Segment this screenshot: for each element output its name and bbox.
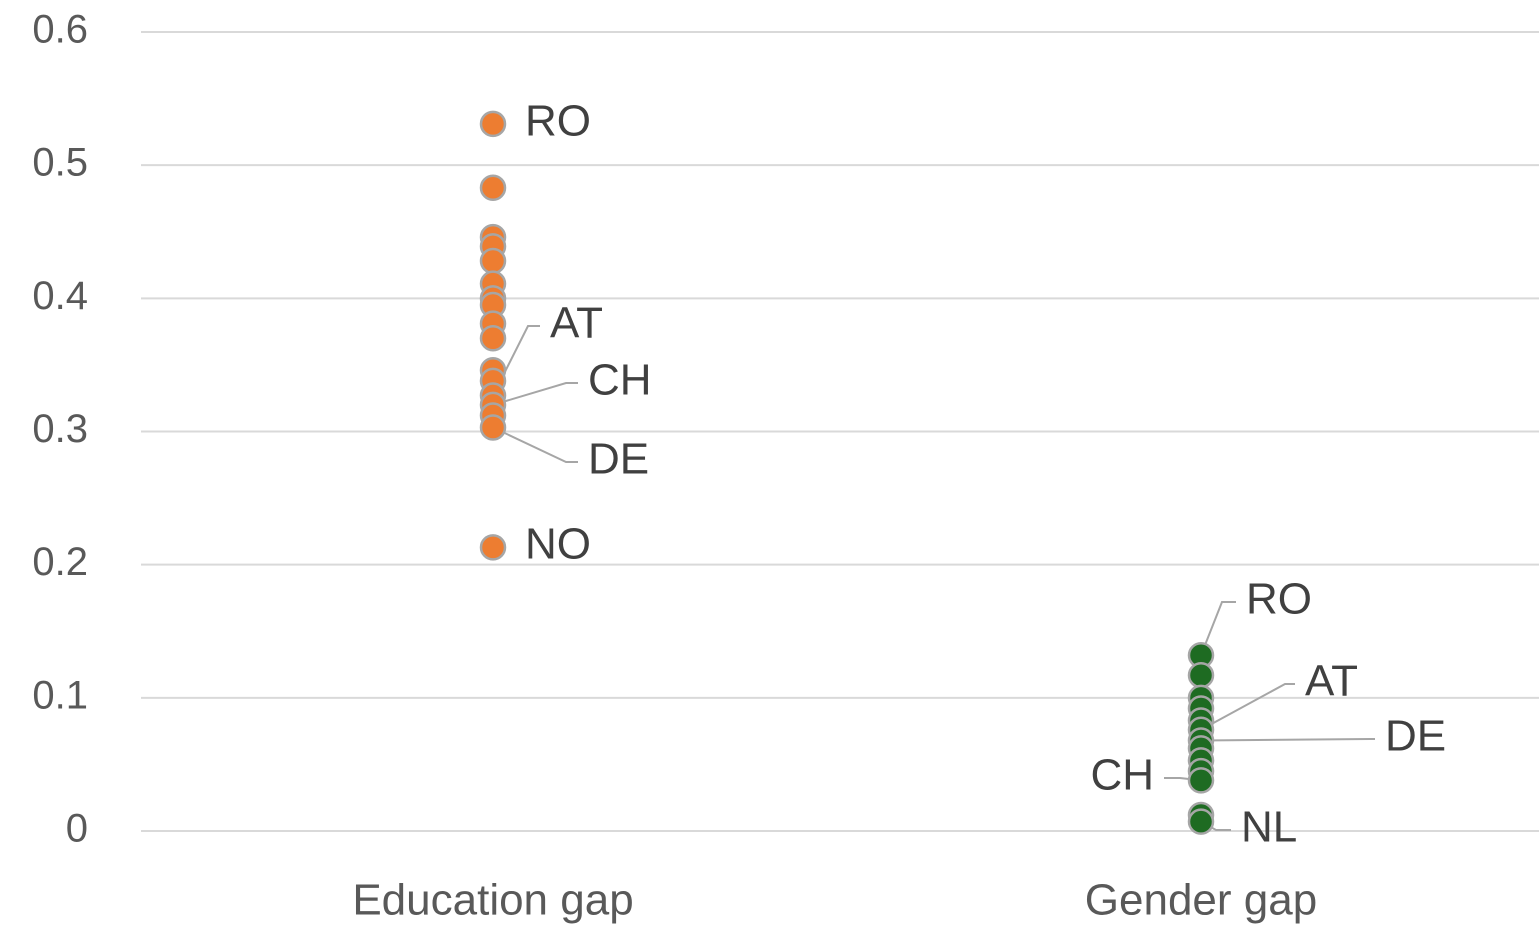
point bbox=[479, 534, 507, 561]
point bbox=[1187, 767, 1215, 794]
leader-line bbox=[1200, 601, 1236, 656]
point-label: RO bbox=[1246, 575, 1312, 624]
point bbox=[479, 325, 507, 352]
leader-lines bbox=[1164, 601, 1375, 831]
point bbox=[479, 247, 507, 275]
point bbox=[1187, 808, 1215, 835]
leader-line bbox=[1200, 683, 1295, 731]
x-tick-label: Education gap bbox=[352, 876, 633, 925]
y-tick-label: 0.5 bbox=[32, 141, 88, 185]
point-label: AT bbox=[550, 299, 603, 348]
point-label: RO bbox=[525, 97, 591, 146]
point bbox=[479, 174, 507, 202]
x-tick-label: Gender gap bbox=[1085, 876, 1317, 925]
point-label: CH bbox=[588, 356, 652, 405]
point-label: DE bbox=[588, 435, 649, 484]
y-tick-label: 0.4 bbox=[32, 274, 88, 318]
point bbox=[1187, 661, 1215, 689]
point-label: NL bbox=[1241, 803, 1297, 852]
point-label: DE bbox=[1385, 712, 1446, 761]
point bbox=[479, 414, 507, 441]
point-label: NO bbox=[525, 520, 591, 569]
leader-line bbox=[492, 426, 578, 463]
leader-line bbox=[492, 382, 578, 406]
y-tick-label: 0.6 bbox=[32, 8, 88, 52]
point bbox=[479, 110, 507, 138]
y-tick-label: 0.2 bbox=[32, 540, 88, 584]
point-label: AT bbox=[1305, 657, 1358, 706]
y-tick-label: 0.1 bbox=[32, 673, 88, 717]
y-tick-label: 0.3 bbox=[32, 407, 88, 451]
leader-line bbox=[1200, 738, 1375, 742]
y-tick-label: 0 bbox=[66, 807, 88, 851]
point-label: CH bbox=[1090, 751, 1154, 800]
